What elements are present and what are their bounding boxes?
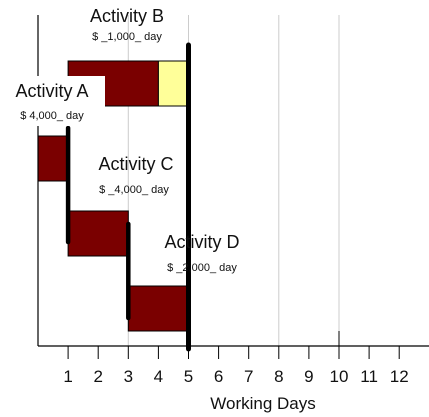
x-tick-label: 11	[360, 367, 378, 386]
milestone-lines	[65, 42, 191, 352]
activity-labels: Activity A $ 4,000_ day Activity B $ _1,000…	[0, 6, 240, 274]
x-axis-title: Working Days	[210, 394, 316, 413]
x-ticks: 1 2 3 4 5 6 7 8 9 10 11 12	[63, 331, 409, 386]
activity-cost: $ _1,000_ day	[92, 31, 162, 43]
x-tick-label: 9	[304, 367, 313, 386]
activity-bar	[67, 210, 129, 257]
activity-cost: $ _4,000_ day	[99, 184, 169, 196]
label-backing	[0, 76, 105, 126]
x-tick-label: 6	[214, 367, 223, 386]
activity-name: Activity C	[98, 154, 173, 174]
x-tick-label: 12	[390, 367, 409, 386]
activity-bars	[37, 60, 190, 332]
x-tick-label: 8	[274, 367, 283, 386]
activity-name: Activity B	[90, 6, 164, 26]
activity-cost: $ _2,000_ day	[167, 262, 237, 274]
x-tick-label: 10	[330, 367, 349, 386]
x-tick-label: 4	[154, 367, 163, 386]
float-bar	[157, 60, 189, 107]
activity-cost: $ 4,000_ day	[20, 110, 84, 122]
x-tick-label: 5	[184, 367, 193, 386]
axes	[37, 15, 429, 347]
activity-bar	[37, 135, 69, 182]
x-tick-label: 7	[244, 367, 253, 386]
x-tick-label: 2	[93, 367, 102, 386]
activity-name: Activity A	[15, 81, 88, 101]
x-tick-label: 1	[63, 367, 72, 386]
x-tick-label: 3	[124, 367, 133, 386]
activity-name: Activity D	[164, 232, 239, 252]
activity-bar	[127, 285, 190, 332]
